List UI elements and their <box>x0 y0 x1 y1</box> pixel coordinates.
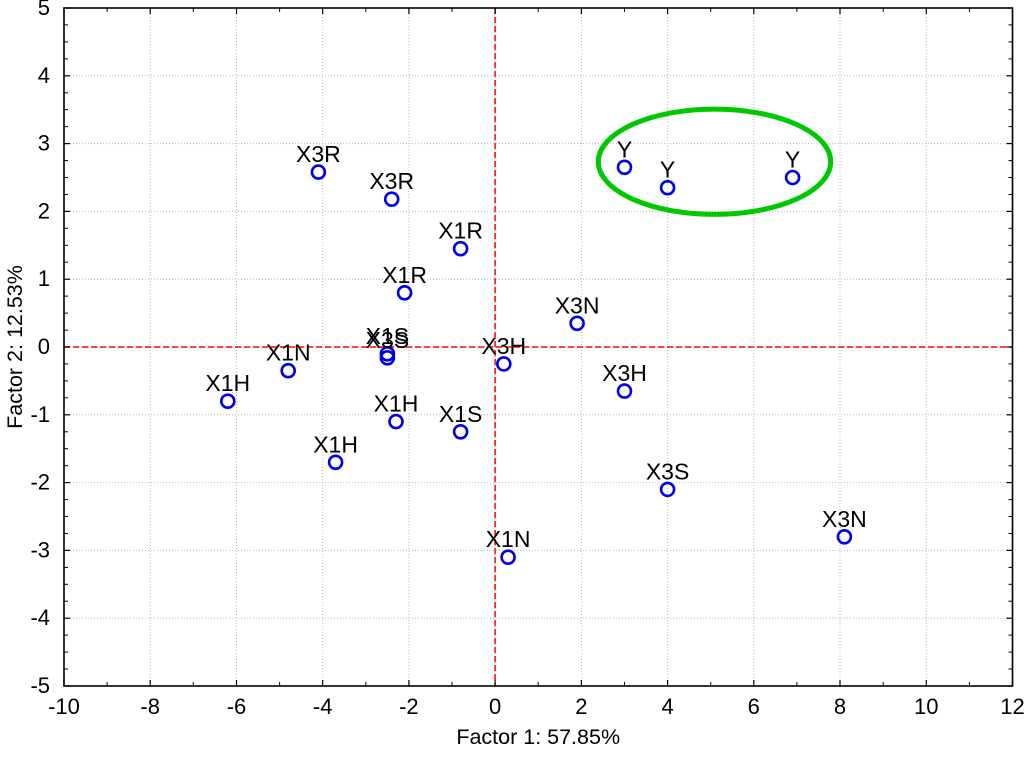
svg-text:4: 4 <box>38 63 50 88</box>
svg-text:X1R: X1R <box>438 218 483 244</box>
svg-text:6: 6 <box>748 694 760 719</box>
svg-text:X3N: X3N <box>822 506 867 532</box>
svg-text:2: 2 <box>38 198 50 223</box>
svg-text:4: 4 <box>661 694 673 719</box>
svg-text:X1S: X1S <box>439 401 482 427</box>
svg-text:3: 3 <box>38 131 50 156</box>
svg-text:Y: Y <box>785 147 800 173</box>
svg-text:8: 8 <box>834 694 846 719</box>
svg-text:X1H: X1H <box>374 391 419 417</box>
svg-text:-2: -2 <box>399 694 419 719</box>
svg-text:X3S: X3S <box>366 327 409 353</box>
svg-text:12: 12 <box>1000 694 1024 719</box>
svg-text:-10: -10 <box>48 694 80 719</box>
svg-text:X3H: X3H <box>602 360 647 386</box>
svg-text:0: 0 <box>489 694 501 719</box>
svg-text:Factor 2: 12.53%: Factor 2: 12.53% <box>3 265 27 429</box>
svg-text:-4: -4 <box>313 694 333 719</box>
svg-text:Y: Y <box>617 136 632 162</box>
svg-text:X3H: X3H <box>481 333 526 359</box>
svg-text:1: 1 <box>38 266 50 291</box>
svg-text:0: 0 <box>38 334 50 359</box>
svg-text:-1: -1 <box>30 402 50 427</box>
svg-text:-3: -3 <box>30 537 50 562</box>
svg-text:X1N: X1N <box>266 340 311 366</box>
svg-text:-2: -2 <box>30 470 50 495</box>
svg-text:2: 2 <box>575 694 587 719</box>
svg-text:5: 5 <box>38 0 50 20</box>
svg-text:-5: -5 <box>30 673 50 698</box>
svg-text:Factor 1: 57.85%: Factor 1: 57.85% <box>456 725 620 749</box>
svg-text:X1H: X1H <box>313 431 358 457</box>
svg-text:X3R: X3R <box>296 141 341 167</box>
svg-text:Y: Y <box>660 157 675 183</box>
svg-text:-4: -4 <box>30 605 50 630</box>
svg-text:-6: -6 <box>227 694 247 719</box>
svg-text:X1H: X1H <box>205 370 250 396</box>
svg-text:X1R: X1R <box>382 262 427 288</box>
svg-text:X3S: X3S <box>646 458 689 484</box>
svg-text:X3N: X3N <box>555 292 600 318</box>
svg-text:-8: -8 <box>140 694 160 719</box>
svg-text:X3R: X3R <box>369 168 414 194</box>
svg-text:X1N: X1N <box>486 526 531 552</box>
svg-text:10: 10 <box>914 694 938 719</box>
